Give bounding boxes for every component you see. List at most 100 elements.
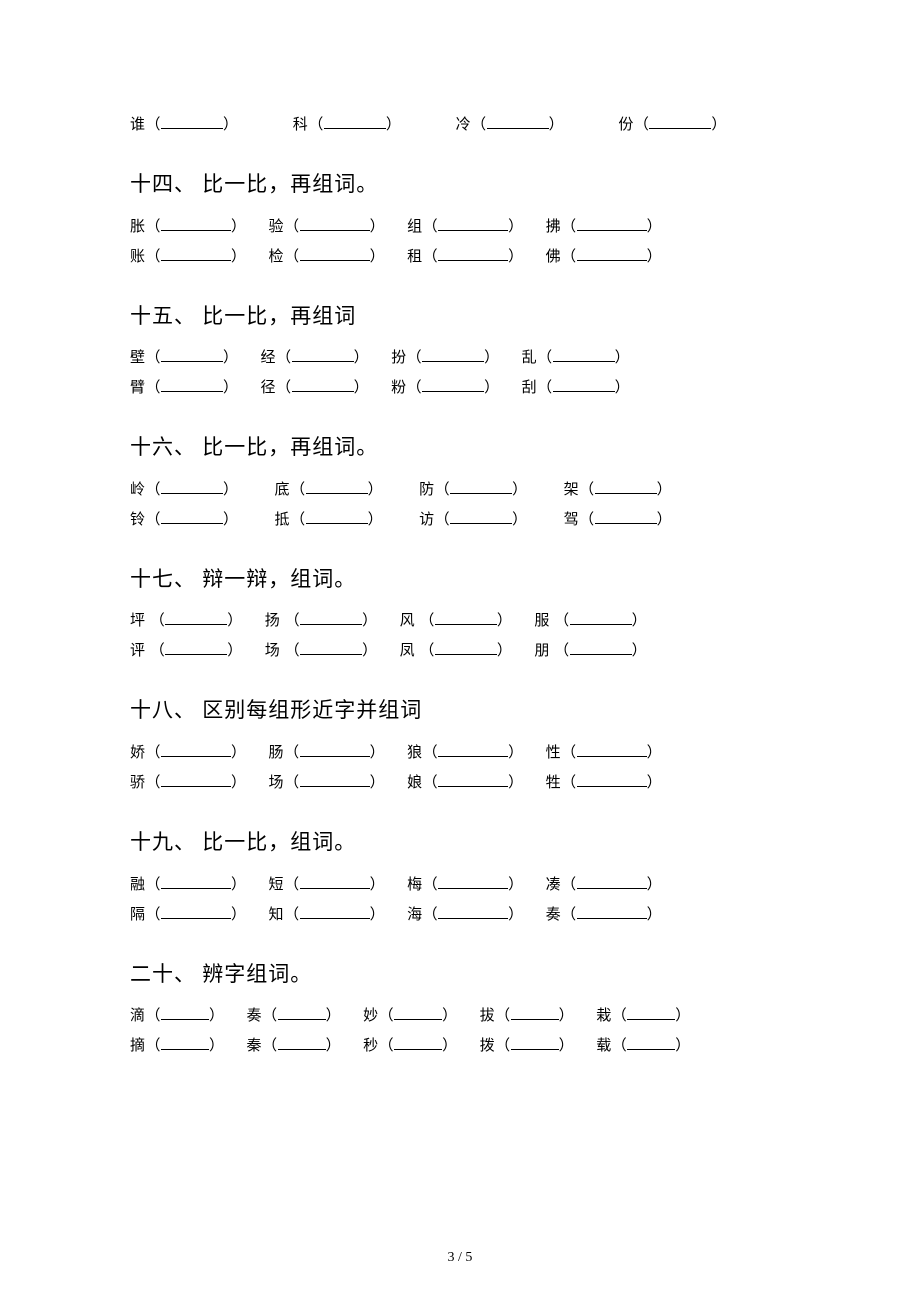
char: 服 — [534, 613, 550, 629]
blank — [300, 246, 370, 261]
orphan-row: 谁（） 科（） 冷（） 份（） — [130, 110, 790, 140]
char: 经 — [261, 350, 277, 366]
char-cell: 扮（） — [391, 350, 500, 366]
char-cell: 凤 （） — [400, 643, 513, 659]
char: 秦 — [247, 1038, 263, 1054]
char-cell: 服 （） — [534, 613, 647, 629]
char-cell: 妙（） — [363, 1008, 458, 1024]
char-cell: 栽（） — [596, 1008, 691, 1024]
char-cell: 肠（） — [269, 745, 386, 761]
blank — [161, 904, 231, 919]
char: 防 — [419, 482, 435, 498]
char: 奏 — [546, 907, 562, 923]
char: 租 — [407, 249, 423, 265]
char: 扬 — [265, 613, 281, 629]
char: 架 — [564, 482, 580, 498]
char-cell: 狼（） — [407, 745, 524, 761]
char-cell: 秒（） — [363, 1038, 458, 1054]
char-cell: 架（） — [564, 482, 673, 498]
char-cell: 秦（） — [247, 1038, 342, 1054]
blank — [306, 479, 368, 494]
char: 拔 — [480, 1008, 496, 1024]
char: 朋 — [534, 643, 550, 659]
char: 冷 — [456, 117, 472, 133]
char: 肠 — [269, 745, 285, 761]
blank — [438, 772, 508, 787]
char: 底 — [275, 482, 291, 498]
blank — [595, 509, 657, 524]
char-cell: 驾（） — [564, 512, 673, 528]
blank — [161, 114, 223, 129]
blank — [300, 216, 370, 231]
blank — [161, 874, 231, 889]
char: 娇 — [130, 745, 146, 761]
char-cell: 岭（） — [130, 482, 239, 498]
char: 壁 — [130, 350, 146, 366]
blank — [300, 904, 370, 919]
blank — [292, 347, 354, 362]
char: 径 — [261, 380, 277, 396]
char: 粉 — [391, 380, 407, 396]
char: 凑 — [546, 877, 562, 893]
section-title: 十四、 比一比，再组词。 — [130, 168, 790, 202]
char-cell: 份（） — [618, 117, 727, 133]
char: 账 — [130, 249, 146, 265]
char-cell: 臂（） — [130, 380, 239, 396]
exercise-row: 滴（）奏（）妙（）拔（）栽（） — [130, 1001, 790, 1031]
blank — [300, 640, 362, 655]
char-cell: 底（） — [275, 482, 384, 498]
exercise-row: 胀（）验（）组（）拂（） — [130, 212, 790, 242]
blank — [422, 377, 484, 392]
char-cell: 拔（） — [480, 1008, 575, 1024]
char: 扮 — [391, 350, 407, 366]
char-cell: 防（） — [419, 482, 528, 498]
char-cell: 融（） — [130, 877, 247, 893]
char: 组 — [407, 219, 423, 235]
blank — [577, 742, 647, 757]
char: 检 — [269, 249, 285, 265]
section-title: 十八、 区别每组形近字并组词 — [130, 694, 790, 728]
blank — [511, 1035, 559, 1050]
blank — [278, 1005, 326, 1020]
char: 妙 — [363, 1008, 379, 1024]
section-title: 二十、 辨字组词。 — [130, 958, 790, 992]
char-cell: 奏（） — [247, 1008, 342, 1024]
blank — [161, 479, 223, 494]
exercise-row: 骄（）场（）娘（）牲（） — [130, 768, 790, 798]
blank — [394, 1035, 442, 1050]
blank — [450, 509, 512, 524]
char-cell: 场（） — [269, 775, 386, 791]
char: 驾 — [564, 512, 580, 528]
char: 胀 — [130, 219, 146, 235]
char: 隔 — [130, 907, 146, 923]
char-cell: 拂（） — [546, 219, 663, 235]
char-cell: 娇（） — [130, 745, 247, 761]
char-cell: 坪 （） — [130, 613, 243, 629]
char-cell: 乱（） — [522, 350, 631, 366]
char: 知 — [269, 907, 285, 923]
char-cell: 检（） — [269, 249, 386, 265]
char: 抵 — [275, 512, 291, 528]
char: 性 — [546, 745, 562, 761]
char: 科 — [293, 117, 309, 133]
blank — [577, 216, 647, 231]
char: 场 — [265, 643, 281, 659]
char: 佛 — [546, 249, 562, 265]
char: 验 — [269, 219, 285, 235]
char: 拂 — [546, 219, 562, 235]
char: 臂 — [130, 380, 146, 396]
blank — [306, 509, 368, 524]
char: 海 — [407, 907, 423, 923]
blank — [161, 772, 231, 787]
char: 短 — [269, 877, 285, 893]
exercise-row: 坪 （）扬 （）风 （）服 （） — [130, 606, 790, 636]
char-cell: 凑（） — [546, 877, 663, 893]
blank — [487, 114, 549, 129]
section-title: 十六、 比一比，再组词。 — [130, 431, 790, 465]
exercise-row: 隔（）知（）海（）奏（） — [130, 900, 790, 930]
blank — [627, 1005, 675, 1020]
char-cell: 冷（） — [456, 117, 565, 133]
char-cell: 刮（） — [522, 380, 631, 396]
char: 刮 — [522, 380, 538, 396]
char: 乱 — [522, 350, 538, 366]
